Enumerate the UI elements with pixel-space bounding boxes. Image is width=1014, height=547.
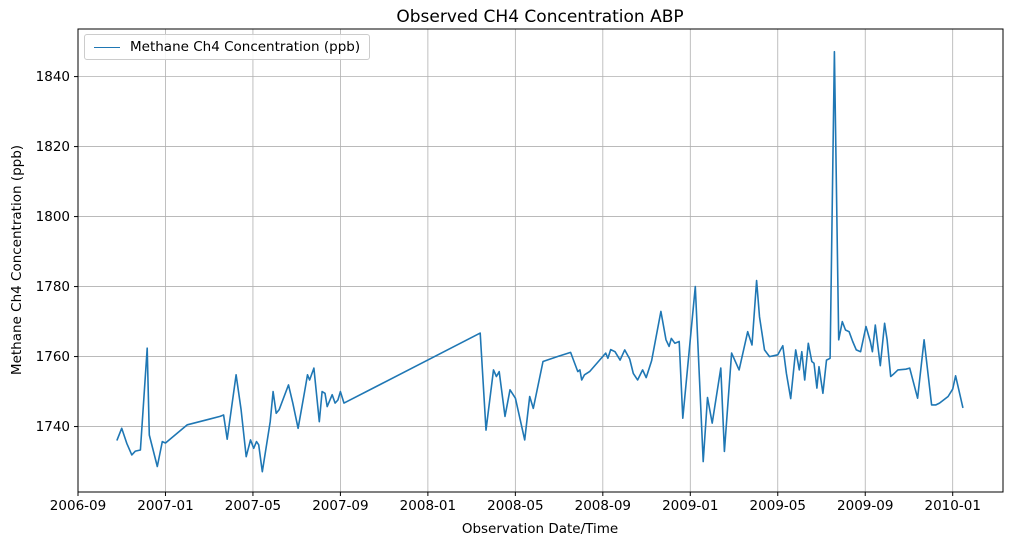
legend: Methane Ch4 Concentration (ppb) xyxy=(84,34,371,60)
y-tick-label: 1820 xyxy=(36,139,70,155)
x-tick-label: 2009-09 xyxy=(837,498,893,514)
methane-series-line xyxy=(116,50,964,473)
x-tick-label: 2006-09 xyxy=(50,498,106,514)
x-tick-label: 2007-01 xyxy=(137,498,193,514)
y-tick-label: 1760 xyxy=(36,349,70,365)
chart-title: Observed CH4 Concentration ABP xyxy=(396,7,684,27)
axes-spines xyxy=(77,28,1004,493)
x-tick-label: 2008-01 xyxy=(400,498,456,514)
x-tick-label: 2010-01 xyxy=(925,498,981,514)
x-tick-label: 2008-05 xyxy=(487,498,543,514)
legend-label: Methane Ch4 Concentration (ppb) xyxy=(130,39,361,55)
x-tick-label: 2007-05 xyxy=(225,498,281,514)
x-tick-label: 2007-09 xyxy=(312,498,368,514)
y-tick-label: 1800 xyxy=(36,209,70,225)
x-tick-label: 2009-01 xyxy=(662,498,718,514)
x-axis-label: Observation Date/Time xyxy=(461,521,619,537)
y-tick-label: 1840 xyxy=(36,69,70,85)
legend-line-swatch xyxy=(94,46,120,48)
x-tick-label: 2008-09 xyxy=(575,498,631,514)
y-tick-label: 1780 xyxy=(36,279,70,295)
x-tick-label: 2009-05 xyxy=(750,498,806,514)
y-tick-label: 1740 xyxy=(36,419,70,435)
